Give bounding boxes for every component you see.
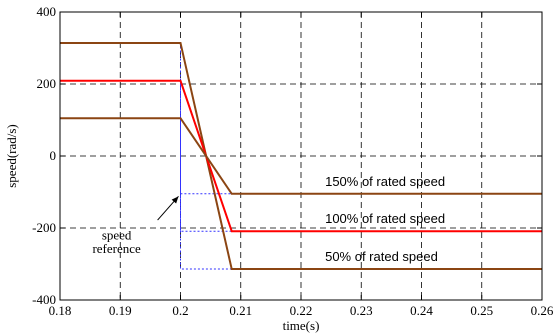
x-tick-label: 0.24: [410, 303, 433, 318]
x-tick-label: 0.18: [49, 303, 72, 318]
series-label-150: 150% of rated speed: [325, 174, 445, 189]
speed-reference-arrowhead: [171, 196, 179, 204]
x-tick-label: 0.19: [109, 303, 132, 318]
y-axis-title: speed(rad/s): [4, 124, 19, 188]
x-tick-label: 0.22: [290, 303, 313, 318]
y-tick-label: 0: [50, 148, 57, 163]
x-axis-title: time(s): [283, 318, 320, 333]
x-tick-label: 0.23: [350, 303, 373, 318]
speed-reference-label-line2: reference: [92, 241, 141, 256]
y-axis-ticks: 400 200 0 -200 -400: [32, 4, 542, 307]
x-tick-label: 0.21: [229, 303, 252, 318]
grid-lines: [60, 12, 542, 300]
x-axis-ticks: 0.18 0.19 0.2 0.21 0.22 0.23 0.24 0.25 0.26: [49, 12, 554, 318]
y-tick-label: 400: [37, 4, 57, 19]
series-lines: [60, 41, 542, 271]
series-label-50: 50% of rated speed: [325, 249, 438, 264]
speed-reference-label-line1: speed: [102, 228, 132, 243]
y-tick-label: -400: [32, 292, 56, 307]
x-tick-label: 0.2: [172, 303, 188, 318]
x-tick-label: 0.26: [531, 303, 554, 318]
y-tick-label: -200: [32, 220, 56, 235]
series-label-100: 100% of rated speed: [325, 211, 445, 226]
x-tick-label: 0.25: [470, 303, 493, 318]
series-line-2: [60, 117, 542, 195]
y-tick-label: 200: [37, 76, 57, 91]
